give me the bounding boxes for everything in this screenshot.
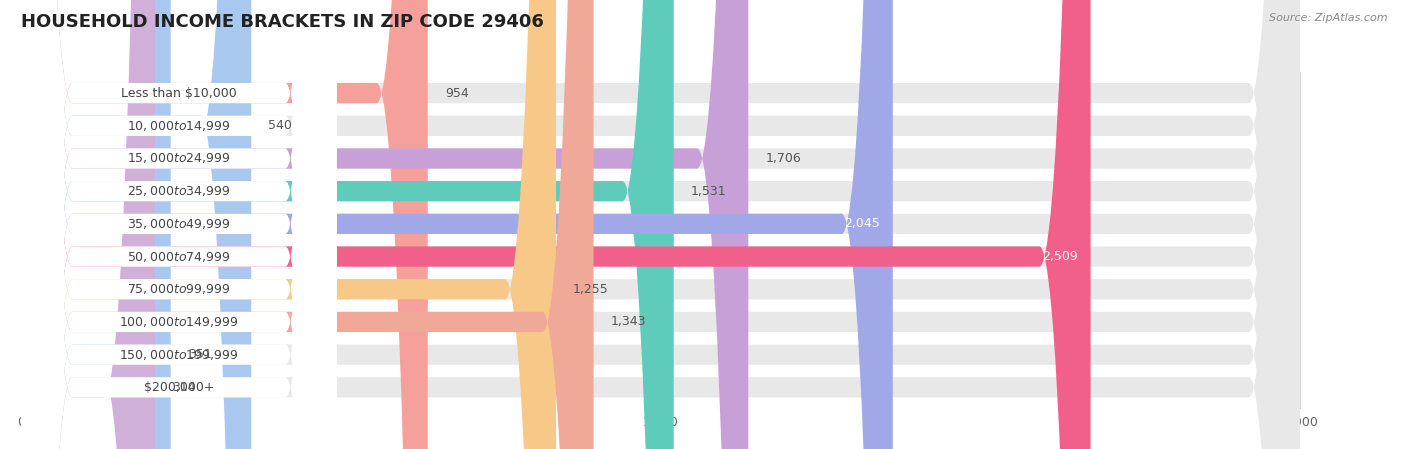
FancyBboxPatch shape (21, 0, 336, 449)
Text: 351: 351 (188, 348, 211, 361)
FancyBboxPatch shape (21, 0, 1091, 449)
FancyBboxPatch shape (21, 0, 336, 449)
FancyBboxPatch shape (21, 0, 748, 449)
Text: 314: 314 (172, 381, 195, 394)
FancyBboxPatch shape (21, 0, 1301, 449)
FancyBboxPatch shape (21, 0, 1301, 449)
FancyBboxPatch shape (21, 0, 593, 449)
FancyBboxPatch shape (21, 0, 336, 449)
Text: Less than $10,000: Less than $10,000 (121, 87, 236, 100)
FancyBboxPatch shape (21, 0, 336, 449)
FancyBboxPatch shape (21, 0, 336, 449)
FancyBboxPatch shape (21, 0, 555, 449)
Text: $10,000 to $14,999: $10,000 to $14,999 (127, 119, 231, 133)
Text: $150,000 to $199,999: $150,000 to $199,999 (120, 348, 239, 361)
FancyBboxPatch shape (21, 0, 336, 449)
Text: $50,000 to $74,999: $50,000 to $74,999 (127, 250, 231, 264)
Text: 954: 954 (444, 87, 468, 100)
FancyBboxPatch shape (21, 0, 1301, 449)
FancyBboxPatch shape (21, 0, 1301, 449)
Text: 1,531: 1,531 (690, 185, 727, 198)
FancyBboxPatch shape (21, 0, 1301, 449)
Text: 1,706: 1,706 (765, 152, 801, 165)
Text: 2,509: 2,509 (1042, 250, 1078, 263)
FancyBboxPatch shape (21, 0, 252, 449)
FancyBboxPatch shape (21, 0, 1301, 449)
FancyBboxPatch shape (21, 0, 893, 449)
FancyBboxPatch shape (21, 0, 427, 449)
Text: $200,000+: $200,000+ (143, 381, 214, 394)
FancyBboxPatch shape (21, 0, 1301, 449)
Text: $100,000 to $149,999: $100,000 to $149,999 (120, 315, 239, 329)
Text: 540: 540 (269, 119, 292, 132)
FancyBboxPatch shape (21, 0, 170, 449)
Text: $25,000 to $34,999: $25,000 to $34,999 (127, 184, 231, 198)
FancyBboxPatch shape (21, 0, 336, 449)
Text: 1,255: 1,255 (574, 283, 609, 296)
Text: $15,000 to $24,999: $15,000 to $24,999 (127, 151, 231, 166)
FancyBboxPatch shape (21, 0, 1301, 449)
Text: $75,000 to $99,999: $75,000 to $99,999 (127, 282, 231, 296)
Text: $35,000 to $49,999: $35,000 to $49,999 (127, 217, 231, 231)
Text: 2,045: 2,045 (844, 217, 880, 230)
Text: Source: ZipAtlas.com: Source: ZipAtlas.com (1270, 13, 1388, 23)
FancyBboxPatch shape (21, 0, 336, 449)
FancyBboxPatch shape (21, 0, 336, 449)
FancyBboxPatch shape (21, 0, 155, 449)
FancyBboxPatch shape (21, 0, 336, 449)
Text: 1,343: 1,343 (610, 316, 647, 329)
FancyBboxPatch shape (21, 0, 673, 449)
FancyBboxPatch shape (21, 0, 1301, 449)
Text: HOUSEHOLD INCOME BRACKETS IN ZIP CODE 29406: HOUSEHOLD INCOME BRACKETS IN ZIP CODE 29… (21, 13, 544, 31)
FancyBboxPatch shape (21, 0, 1301, 449)
